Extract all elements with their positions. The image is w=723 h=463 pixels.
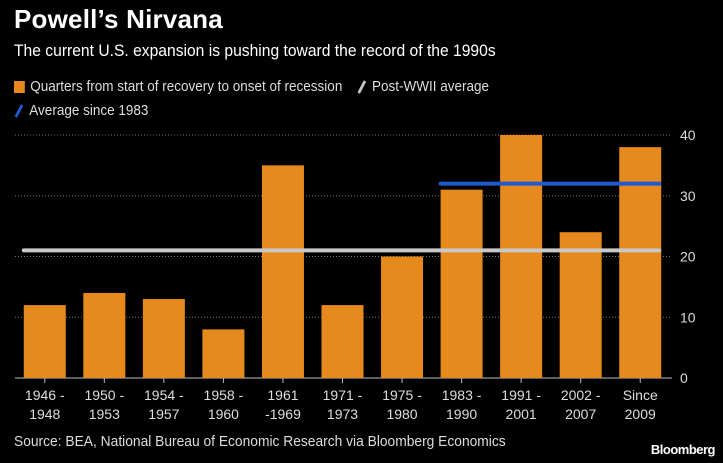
x-tick-label: -1969 — [265, 406, 301, 422]
x-tick-label: 1983 - — [442, 387, 482, 403]
bar — [23, 305, 66, 378]
x-tick-label: 1973 — [327, 406, 358, 422]
y-tick-label: 30 — [680, 188, 696, 204]
bar — [321, 305, 364, 378]
bar — [261, 165, 304, 378]
legend-since-1983-label: Average since 1983 — [29, 102, 149, 119]
source-note: Source: BEA, National Bureau of Economic… — [14, 433, 506, 450]
bar — [83, 292, 126, 378]
x-tick-label: 2002 - — [561, 387, 601, 403]
x-tick-label: 2007 — [565, 406, 596, 422]
x-tick-label: 1946 - — [25, 387, 65, 403]
bar — [500, 135, 543, 378]
bar — [559, 232, 602, 378]
x-tick-label: 1990 — [446, 406, 477, 422]
legend-post-wwii-label: Post-WWII average — [372, 78, 490, 95]
y-tick-label: 0 — [680, 370, 688, 386]
x-tick-label: 1958 - — [204, 387, 244, 403]
x-tick-label: 1948 — [29, 406, 60, 422]
legend: Quarters from start of recovery to onset… — [14, 77, 489, 121]
bar — [142, 299, 185, 378]
x-tick-label: 1960 — [208, 406, 239, 422]
x-tick-label: 1980 — [386, 406, 417, 422]
y-tick-label: 10 — [680, 309, 696, 325]
x-tick-label: 1953 — [89, 406, 120, 422]
x-tick-label: 1971 - — [323, 387, 363, 403]
x-tick-label: 1954 - — [144, 387, 184, 403]
x-tick-label: 1991 - — [501, 387, 541, 403]
bloomberg-logo: Bloomberg — [650, 442, 716, 457]
x-tick-label: 2001 — [506, 406, 537, 422]
x-tick-label: Since — [623, 387, 658, 403]
x-tick-label: 1950 - — [84, 387, 124, 403]
legend-bars-label: Quarters from start of recovery to onset… — [30, 78, 343, 95]
x-tick-label: 1975 - — [382, 387, 422, 403]
y-tick-label: 20 — [680, 249, 696, 265]
x-tick-label: 1961 — [267, 387, 298, 403]
bar — [440, 189, 483, 378]
bar — [619, 147, 662, 378]
x-tick-label: 2009 — [625, 406, 656, 422]
chart-subtitle: The current U.S. expansion is pushing to… — [14, 41, 496, 60]
bar-swatch-icon — [14, 81, 25, 93]
chart-title: Powell’s Nirvana — [14, 4, 223, 34]
bar — [381, 256, 424, 378]
bar — [202, 329, 245, 378]
x-tick-label: 1957 — [148, 406, 179, 422]
y-tick-label: 40 — [680, 127, 696, 143]
